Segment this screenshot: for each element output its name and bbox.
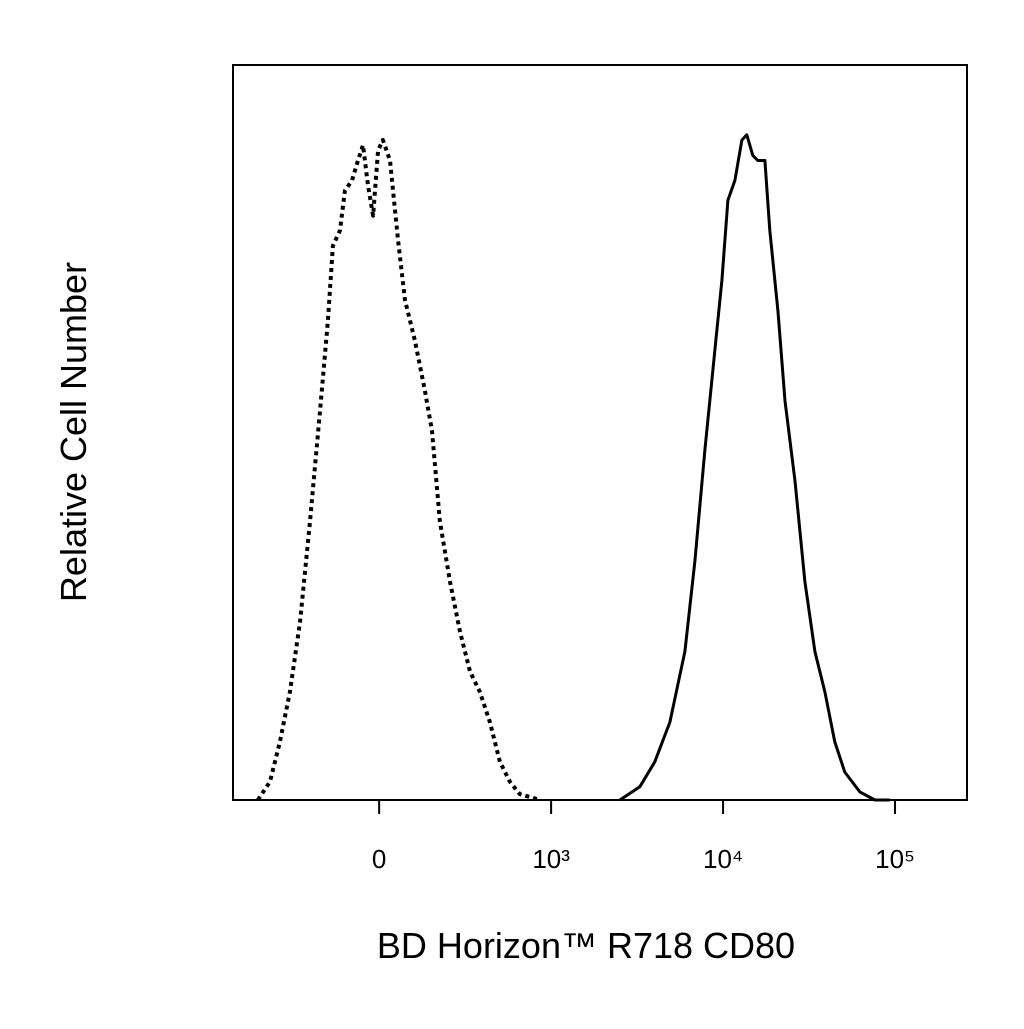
x-tick-label: 10⁵ bbox=[875, 844, 915, 874]
y-axis-label: Relative Cell Number bbox=[53, 262, 94, 602]
x-axis-label: BD Horizon™ R718 CD80 bbox=[377, 925, 795, 966]
x-tick-label: 10³ bbox=[532, 844, 570, 874]
x-tick-label: 0 bbox=[372, 844, 386, 874]
plot-frame bbox=[232, 64, 968, 801]
x-tick-label: 10⁴ bbox=[703, 844, 743, 874]
histogram-line bbox=[256, 138, 541, 802]
histogram-line bbox=[619, 133, 890, 802]
